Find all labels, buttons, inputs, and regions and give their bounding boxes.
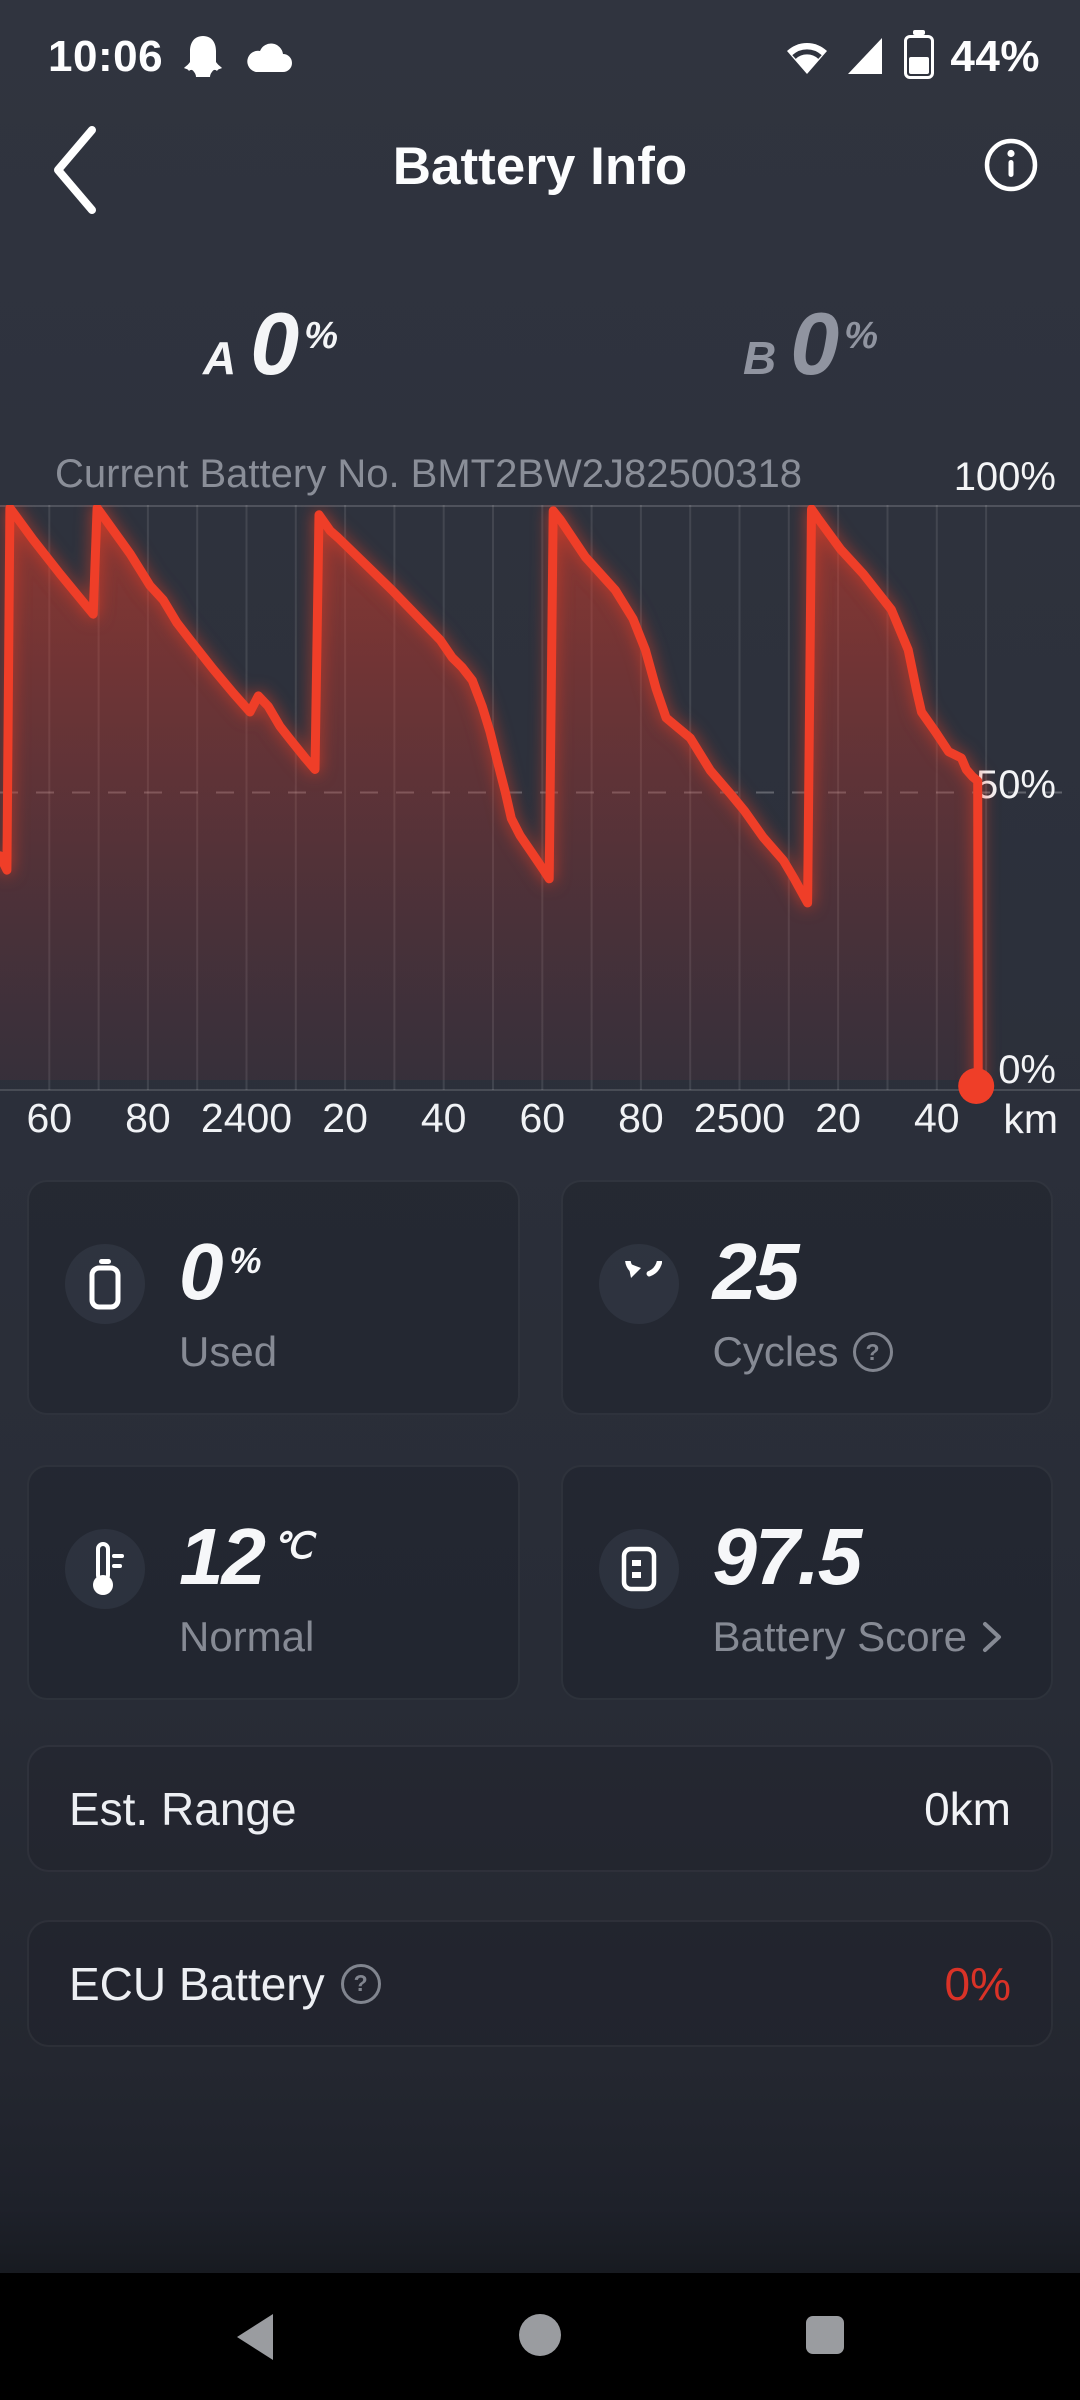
battery-score-card[interactable]: 97.5 Battery Score (560, 1465, 1053, 1700)
stat-cards-grid: 0 % Used 25 Cycles (27, 1180, 1053, 1700)
battery-history-chart (0, 505, 1080, 1104)
battery-score-icon (598, 1529, 679, 1609)
used-label: Used (179, 1328, 278, 1375)
battery-used-icon (65, 1244, 145, 1324)
info-icon[interactable] (982, 136, 1040, 194)
cycles-label: Cycles (712, 1328, 839, 1375)
x-tick-label: 20 (322, 1095, 368, 1141)
back-button[interactable] (52, 126, 98, 214)
current-position-dot (958, 1068, 995, 1104)
x-tick-label: 80 (618, 1095, 664, 1141)
x-tick-label: 20 (815, 1095, 861, 1141)
battery-icon-fill (909, 57, 930, 74)
pack-b-unit: % (844, 315, 878, 357)
charge-cycles-icon (598, 1244, 679, 1324)
clock: 10:06 (48, 32, 164, 81)
x-axis-unit-label: km (1003, 1096, 1058, 1142)
battery-percent-text: 44% (950, 32, 1040, 81)
thermometer-icon (65, 1529, 145, 1609)
est-range-value: 0km (924, 1782, 1011, 1835)
temperature-value: 12 (179, 1512, 266, 1601)
used-value: 0 (179, 1227, 223, 1316)
battery-line (0, 505, 983, 1085)
battery-serial-caption: Current Battery No. BMT2BW2J82500318 (55, 452, 803, 496)
y-axis-label-0: 0% (998, 1048, 1056, 1092)
android-navigation-bar (0, 2273, 1080, 2400)
used-card-body: 0 % Used (179, 1232, 277, 1376)
weather-cloud-icon (243, 39, 295, 75)
wifi-icon (784, 38, 830, 76)
temperature-label: Normal (179, 1613, 315, 1660)
used-card: 0 % Used (27, 1180, 520, 1415)
status-right: 44% (784, 32, 1040, 82)
battery-icon (904, 35, 935, 79)
ecu-help-icon[interactable]: ? (340, 1963, 381, 2004)
est-range-row: Est. Range 0km (27, 1745, 1053, 1872)
cycles-card-body: 25 Cycles ? (713, 1232, 893, 1376)
cycles-value: 25 (712, 1227, 800, 1316)
x-axis-tick-labels: 60 80 2400 20 40 60 80 2500 20 40 (0, 1094, 990, 1146)
ecu-battery-row: ECU Battery ? 0% (27, 1920, 1053, 2047)
battery-area-fill (0, 507, 979, 1080)
chevron-right-icon (982, 1622, 1001, 1652)
cycles-help-icon[interactable]: ? (852, 1332, 893, 1372)
x-tick-label: 60 (26, 1095, 73, 1141)
pack-b-label: B (743, 332, 777, 384)
pack-b-value: 0 (790, 294, 839, 393)
y-axis-label-50: 50% (975, 763, 1056, 807)
ecu-battery-label: ECU Battery (69, 1957, 325, 2010)
temperature-card: 12 ℃ Normal (27, 1465, 520, 1700)
ecu-battery-value: 0% (944, 1957, 1011, 2010)
battery-score-card-body: 97.5 Battery Score (713, 1517, 1003, 1661)
page-title: Battery Info (392, 137, 688, 196)
status-bar: 10:06 44% (0, 0, 1080, 100)
snapchat-notification-icon (183, 34, 223, 80)
cycles-card: 25 Cycles ? (560, 1180, 1053, 1415)
est-range-label: Est. Range (69, 1782, 297, 1835)
pack-a-label: A (203, 332, 237, 384)
pack-b-indicator: B 0 % (743, 300, 878, 388)
header: Battery Info (0, 118, 1080, 222)
y-axis-label-100: 100% (953, 455, 1056, 499)
cellular-signal-icon (846, 38, 884, 76)
x-tick-label: 40 (913, 1095, 960, 1141)
used-unit: % (229, 1240, 262, 1281)
x-tick-label: 40 (420, 1095, 467, 1141)
chart-layers (0, 505, 1080, 1104)
pack-a-unit: % (304, 315, 338, 357)
x-tick-label: 2400 (200, 1095, 293, 1141)
x-tick-label: 2500 (693, 1095, 786, 1141)
status-left: 10:06 (48, 32, 295, 82)
x-tick-label: 60 (519, 1095, 566, 1141)
x-tick-label: 80 (125, 1095, 171, 1141)
nav-recents-button[interactable] (806, 2316, 844, 2354)
temperature-unit: ℃ (271, 1525, 313, 1566)
nav-back-button[interactable] (237, 2314, 273, 2365)
battery-score-label: Battery Score (712, 1613, 967, 1660)
temperature-card-body: 12 ℃ Normal (179, 1517, 314, 1661)
nav-home-button[interactable] (519, 2314, 561, 2356)
battery-score-value: 97.5 (712, 1512, 863, 1601)
pack-a-indicator: A 0 % (203, 300, 338, 388)
pack-a-value: 0 (250, 294, 299, 393)
